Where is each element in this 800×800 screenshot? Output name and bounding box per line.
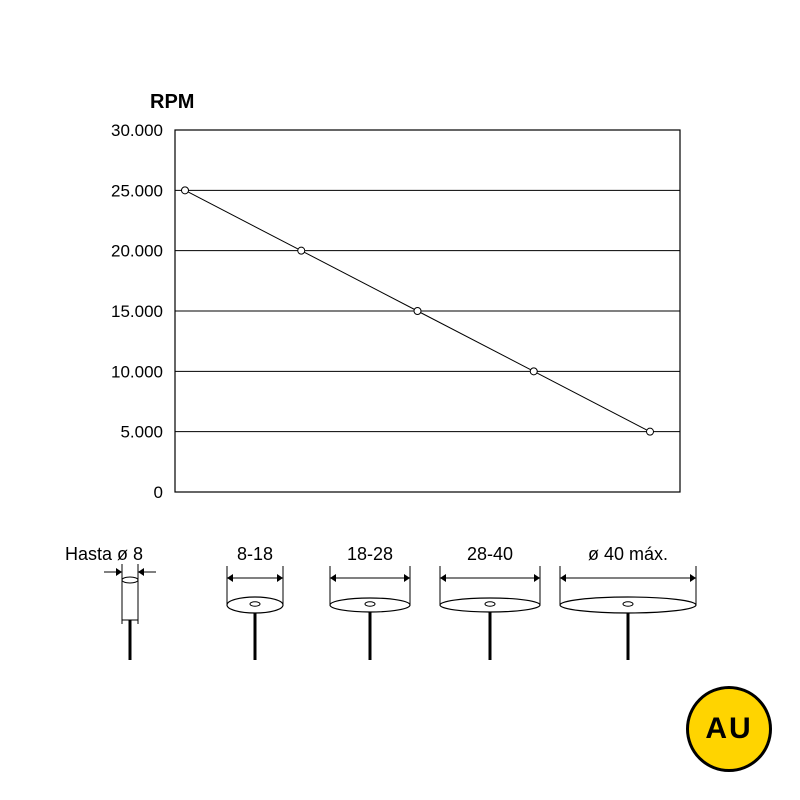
- rpm-chart: 0 5.000 10.000 15.000 20.000 25.000 30.000 RPM H…: [0, 0, 800, 800]
- svg-text:10.000: 10.000: [111, 362, 163, 381]
- svg-text:Hasta ø 8: Hasta ø 8: [65, 544, 143, 564]
- svg-text:RPM: RPM: [150, 91, 194, 113]
- svg-text:0: 0: [154, 483, 163, 502]
- svg-text:5.000: 5.000: [120, 423, 163, 442]
- svg-text:28-40: 28-40: [467, 544, 513, 564]
- logo-badge: AU: [686, 686, 772, 772]
- svg-text:20.000: 20.000: [111, 242, 163, 261]
- logo-text: AU: [705, 712, 752, 746]
- svg-text:18-28: 18-28: [347, 544, 393, 564]
- svg-text:15.000: 15.000: [111, 302, 163, 321]
- svg-text:8-18: 8-18: [237, 544, 273, 564]
- svg-text:ø 40 máx.: ø 40 máx.: [588, 544, 668, 564]
- svg-text:25.000: 25.000: [111, 181, 163, 200]
- svg-text:30.000: 30.000: [111, 121, 163, 140]
